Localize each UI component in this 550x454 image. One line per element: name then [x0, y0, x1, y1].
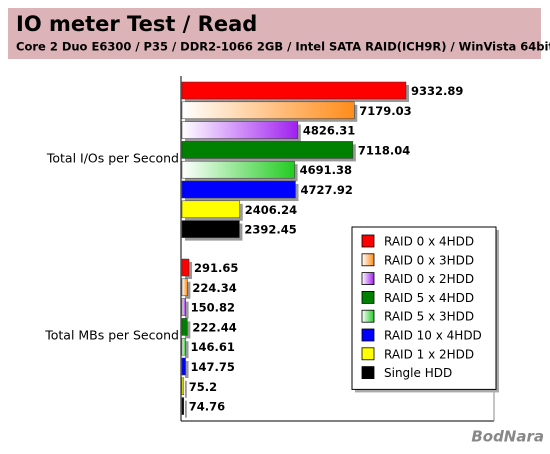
- data-label: 150.82: [191, 301, 235, 315]
- bar-shadow: [185, 400, 187, 418]
- bar-shadow: [185, 321, 191, 339]
- legend-label: RAID 10 x 4HDD: [384, 329, 482, 343]
- legend-label: RAID 0 x 2HDD: [384, 272, 474, 286]
- bar: [181, 258, 190, 277]
- legend-swatch: [361, 366, 375, 380]
- bar-shadow: [185, 361, 189, 378]
- data-label: 9332.89: [411, 84, 463, 98]
- legend: [351, 226, 497, 390]
- bar: [181, 377, 185, 396]
- watermark: BodNara: [471, 428, 544, 446]
- bar-shadow: [185, 380, 187, 398]
- data-label: 74.76: [189, 400, 225, 414]
- legend-swatch: [361, 253, 375, 267]
- legend-swatch: [361, 347, 375, 361]
- data-label: 146.61: [191, 340, 235, 354]
- bar: [181, 141, 354, 159]
- data-label: 4691.38: [300, 163, 352, 177]
- bar: [181, 220, 240, 238]
- bar: [181, 298, 186, 316]
- title-box: [8, 8, 541, 59]
- legend-label: RAID 0 x 4HDD: [384, 235, 474, 249]
- bar: [181, 397, 185, 415]
- bar: [181, 357, 186, 376]
- bar: [181, 337, 186, 356]
- bar: [181, 278, 188, 297]
- category-label: Total MBs per Second: [44, 328, 179, 343]
- data-label: 291.65: [194, 261, 238, 275]
- bar-shadow: [185, 301, 189, 319]
- bar: [181, 318, 188, 336]
- bar: [181, 81, 407, 100]
- bar: [181, 101, 355, 120]
- chart-title: IO meter Test / Read: [16, 12, 257, 36]
- data-label: 7118.04: [358, 143, 410, 157]
- bar-shadow: [185, 281, 191, 299]
- data-label: 7179.03: [359, 104, 411, 118]
- legend-label: RAID 0 x 3HDD: [384, 253, 474, 267]
- category-label: Total I/Os per Second: [46, 151, 179, 166]
- data-label: 2406.24: [245, 203, 297, 217]
- legend-swatch: [361, 309, 375, 323]
- data-label: 147.75: [191, 360, 235, 374]
- data-label: 2392.45: [244, 223, 296, 237]
- legend-swatch: [361, 290, 375, 304]
- legend-swatch: [361, 328, 375, 342]
- data-label: 4826.31: [303, 124, 355, 138]
- legend-label: RAID 5 x 4HDD: [384, 291, 474, 305]
- legend-swatch: [361, 272, 375, 286]
- bar: [181, 200, 240, 219]
- chart-subtitle: Core 2 Duo E6300 / P35 / DDR2-1066 2GB /…: [16, 40, 550, 54]
- legend-label: Single HDD: [384, 366, 452, 380]
- bar: [181, 160, 295, 179]
- data-label: 224.34: [192, 281, 236, 295]
- data-label: 222.44: [192, 320, 236, 334]
- legend-label: RAID 5 x 3HDD: [384, 310, 474, 324]
- legend-label: RAID 1 x 2HDD: [384, 347, 474, 361]
- legend-swatch: [361, 234, 375, 248]
- bar: [181, 121, 299, 139]
- data-label: 75.2: [189, 380, 217, 394]
- bar: [181, 180, 296, 199]
- bar-shadow: [185, 341, 189, 359]
- data-label: 4727.92: [300, 183, 352, 197]
